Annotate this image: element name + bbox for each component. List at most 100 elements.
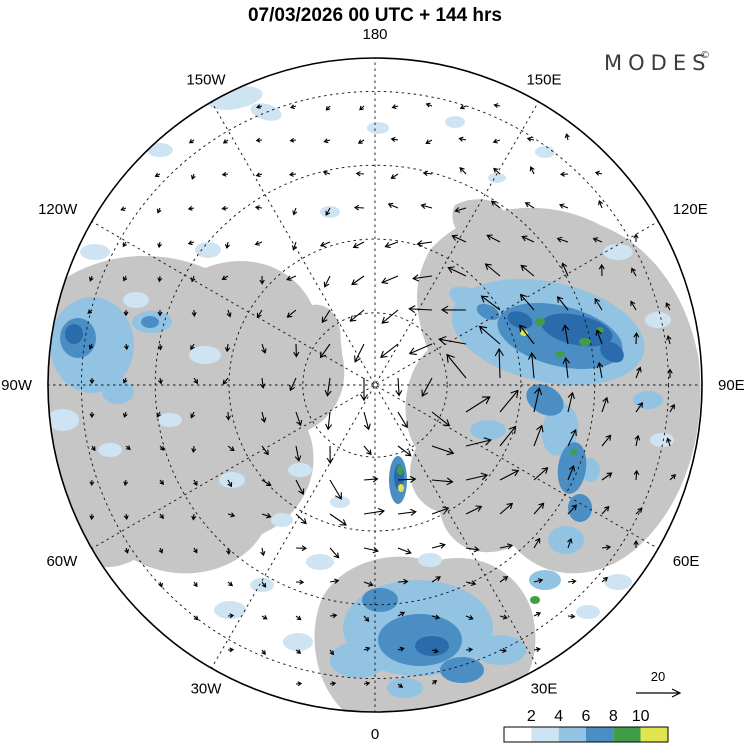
colorbar-segment xyxy=(558,727,586,742)
meridian-line xyxy=(210,100,540,670)
shaded-region xyxy=(362,588,398,612)
shaded-region xyxy=(633,391,663,409)
latitude-circle xyxy=(302,312,448,458)
shaded-region xyxy=(476,303,500,321)
colorbar-segment xyxy=(531,727,559,742)
shaded-region xyxy=(418,553,442,567)
shaded-region xyxy=(535,146,555,158)
shaded-region xyxy=(158,413,182,427)
longitude-label: 90W xyxy=(1,377,33,394)
meridian-line xyxy=(210,100,540,670)
colorbar-segment xyxy=(586,727,614,742)
colorbar: 2 4 6 8 10 xyxy=(503,708,669,743)
shaded-region xyxy=(195,242,221,258)
shaded-region xyxy=(488,173,506,183)
shaded-region xyxy=(568,494,592,522)
wind-vector-field xyxy=(87,102,676,688)
shaded-region xyxy=(600,341,624,363)
shaded-region xyxy=(398,484,404,492)
modes-logo: MODES © xyxy=(604,50,711,75)
colorbar-tick-label: 6 xyxy=(582,708,591,725)
shaded-region xyxy=(288,463,312,477)
shaded-region xyxy=(645,312,671,328)
map-boundary-circle xyxy=(47,57,703,713)
shaded-region xyxy=(445,116,465,128)
shaded-region xyxy=(250,578,274,592)
copyright-mark: © xyxy=(700,50,710,61)
shaded-region xyxy=(557,442,587,494)
wind-arrows xyxy=(87,102,676,688)
shaded-region xyxy=(147,143,173,157)
shaded-field xyxy=(48,86,674,698)
meridian-line xyxy=(90,220,660,550)
shaded-region xyxy=(507,311,533,329)
shaded-region xyxy=(579,338,591,346)
colorbar-tick-label: 10 xyxy=(632,708,650,725)
longitude-label: 90E xyxy=(718,377,745,394)
shaded-region xyxy=(548,526,584,554)
shaded-region xyxy=(415,636,449,656)
shaded-region xyxy=(214,601,246,619)
shaded-region xyxy=(189,346,221,364)
longitude-label: 150W xyxy=(186,71,226,88)
reference-arrow-icon xyxy=(636,688,682,698)
shaded-region xyxy=(603,244,633,260)
colorbar-segment xyxy=(640,727,668,742)
shaded-region xyxy=(219,472,245,488)
colorbar-segment xyxy=(504,727,532,742)
shaded-region xyxy=(650,433,674,447)
shaded-region xyxy=(530,596,540,604)
modes-logo-text: MODES xyxy=(604,51,711,75)
longitude-label: 60E xyxy=(673,553,700,570)
longitude-labels: 180 150W 150E 120W 120E 90W 90E 60W 60E 30W 30E 0 xyxy=(1,26,745,743)
shaded-region xyxy=(271,513,293,527)
longitude-label: 60W xyxy=(46,553,78,570)
landmass xyxy=(279,312,342,402)
longitude-label: 120W xyxy=(38,201,78,218)
colorbar-segment xyxy=(613,727,641,742)
shaded-region xyxy=(397,465,403,475)
shaded-region xyxy=(529,570,561,590)
shaded-region xyxy=(555,351,565,357)
longitude-label: 180 xyxy=(362,26,387,43)
shaded-region xyxy=(541,313,613,347)
longitude-label: 150E xyxy=(526,71,561,88)
shaded-region xyxy=(102,380,134,404)
shaded-region xyxy=(570,449,578,455)
shaded-region xyxy=(141,316,159,328)
colorbar-tick-label: 4 xyxy=(554,708,563,725)
shaded-region xyxy=(80,244,110,260)
shaded-region xyxy=(535,318,545,326)
shaded-region xyxy=(98,443,122,457)
shaded-region xyxy=(330,496,350,508)
shaded-region xyxy=(320,206,340,218)
shaded-region xyxy=(367,122,389,134)
reference-vector-label: 20 xyxy=(651,669,665,684)
shaded-region xyxy=(330,642,386,678)
shaded-region xyxy=(250,103,282,121)
shaded-region xyxy=(123,292,149,308)
graticule xyxy=(48,58,702,712)
shaded-region xyxy=(48,409,79,431)
shaded-region xyxy=(306,554,334,570)
meridian-line xyxy=(90,220,660,550)
landmass xyxy=(452,199,506,241)
shaded-region xyxy=(387,678,423,698)
longitude-label: 120E xyxy=(673,201,708,218)
shaded-region xyxy=(604,574,632,590)
colorbar-tick-label: 8 xyxy=(609,708,618,725)
map-area xyxy=(48,58,702,712)
shaded-region xyxy=(520,330,528,336)
latitude-circle xyxy=(80,90,670,680)
colorbar-tick-label: 2 xyxy=(527,708,536,725)
colorbar-frame xyxy=(503,726,669,743)
longitude-label: 30E xyxy=(531,681,558,698)
longitude-label: 0 xyxy=(371,726,379,743)
chart-title: 07/03/2026 00 UTC + 144 hrs xyxy=(248,5,502,26)
reference-vector: 20 xyxy=(636,669,682,698)
shaded-region xyxy=(470,420,506,440)
shaded-region xyxy=(65,324,83,344)
shaded-region xyxy=(576,605,600,619)
